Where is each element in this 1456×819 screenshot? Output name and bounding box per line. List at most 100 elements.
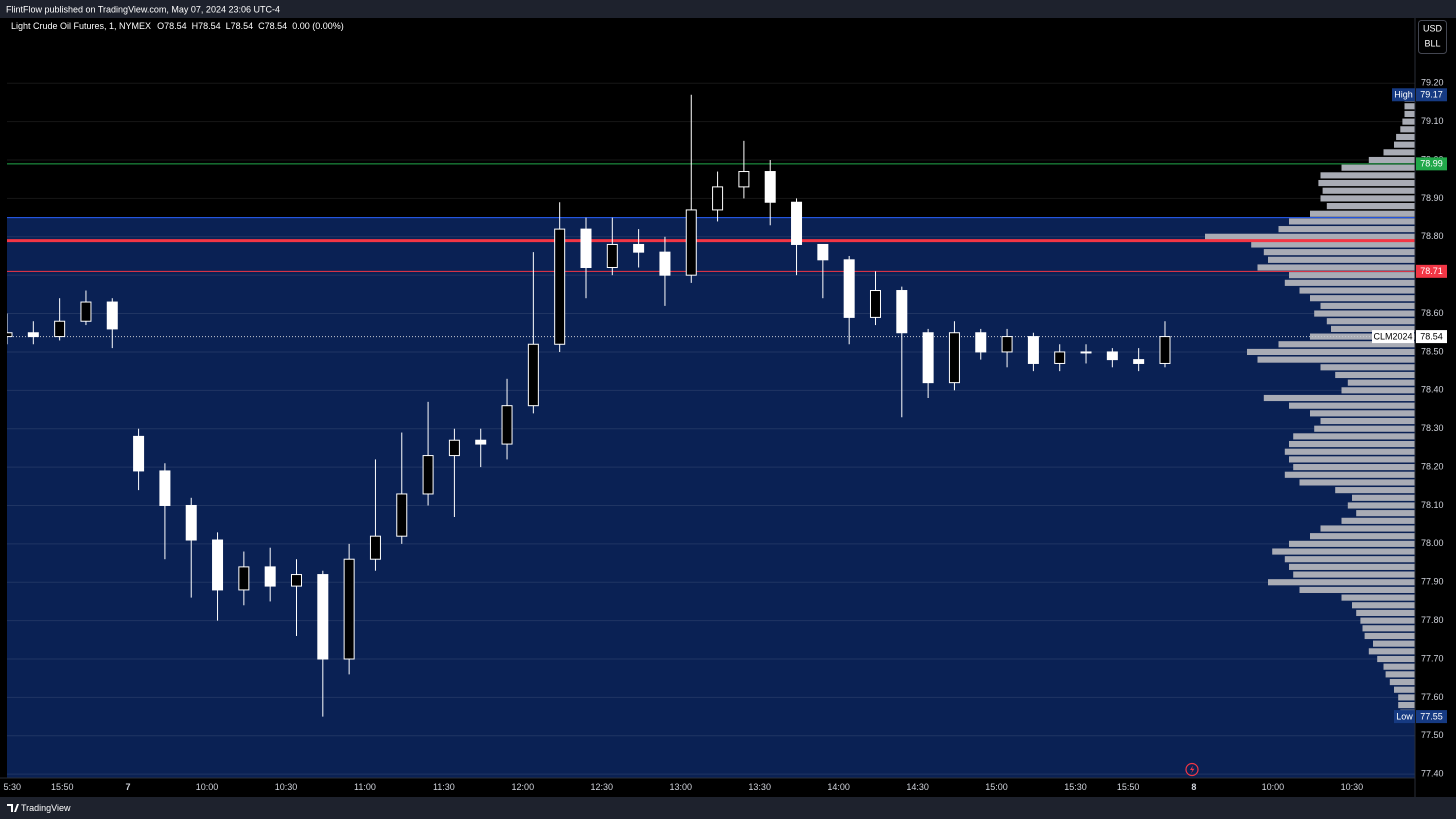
volume-profile-bar [1293,433,1415,440]
legend-open: O78.54 [157,21,187,31]
y-tick-label: 77.80 [1421,615,1444,625]
candle-body [975,332,987,353]
events-icon[interactable] [1185,762,1199,777]
volume-profile-bar [1341,164,1415,171]
volume-profile-bar [1278,341,1415,348]
volume-profile-bar [1320,417,1415,425]
x-tick-label: 10:00 [196,782,219,792]
candle-body [659,251,671,276]
volume-profile-bar [1389,678,1415,686]
volume-profile-bar [1268,579,1415,586]
candle-body [7,332,13,338]
volume-profile-bar [1310,533,1415,540]
volume-profile-bar [1385,671,1415,678]
volume-profile-bar [1289,563,1415,570]
x-tick-label: 10:30 [275,782,298,792]
candle-body [896,290,908,334]
x-tick-label: 7 [126,782,131,792]
volume-profile-bar [1347,502,1415,509]
level-label: 78.99 [1420,159,1443,169]
y-tick-label: 78.90 [1421,193,1444,203]
volume-profile-bar [1356,609,1415,617]
x-tick-label: 5:30 [3,782,21,792]
x-tick-label: 12:30 [591,782,614,792]
legend-title: Light Crude Oil Futures, 1, NYMEX [11,21,151,31]
y-tick-label: 78.30 [1421,423,1444,433]
level-label-bg [1416,264,1447,278]
y-tick-label: 78.80 [1421,231,1444,241]
candle-body [922,332,934,384]
candle-body [422,455,434,495]
publisher-line: FlintFlow published on TradingView.com, … [6,4,280,14]
candle-body [817,243,829,261]
volume-profile-bar [1320,364,1415,371]
volume-profile-bar [1341,387,1415,394]
high-tag: High [1394,90,1413,100]
x-tick-label: 8 [1191,782,1196,792]
high-tag-bg [1392,88,1415,102]
volume-profile-bar [1293,464,1415,471]
event-bolt [1190,765,1195,774]
y-tick-label: 78.00 [1421,538,1444,548]
x-tick-label: 15:50 [51,782,74,792]
volume-profile-bar [1289,272,1415,279]
candle-body [1054,351,1066,364]
candle-body [633,243,645,253]
unit: BLL [1424,38,1440,48]
candle-body [1159,336,1171,364]
y-tick-label: 78.50 [1421,346,1444,356]
candle-body [791,201,803,245]
x-tick-label: 12:00 [512,782,535,792]
volume-profile-bar [1289,540,1415,547]
volume-profile-bar [1360,617,1415,624]
brand-logo [7,804,19,812]
candle-body [238,566,250,591]
volume-profile-bar [1341,594,1415,601]
candle-body [738,171,750,188]
y-tick-label: 79.20 [1421,78,1444,88]
volume-profile-bar [1257,356,1415,363]
volume-profile-bar [1394,686,1415,693]
volume-profile-bar [1400,126,1415,133]
volume-profile-bar [1373,640,1415,647]
x-tick-label: 13:00 [669,782,692,792]
candle-body [343,558,355,660]
currency-box[interactable] [1418,20,1447,54]
volume-profile-bar [1284,448,1415,455]
y-tick-label: 78.40 [1421,385,1444,395]
volume-profile-bar [1352,602,1415,609]
volume-profile-bar [1299,586,1415,593]
volume-profile-bar [1404,110,1415,118]
volume-profile-bar [1362,625,1415,632]
candle-body [1133,359,1145,364]
volume-profile-bar [1272,548,1415,555]
volume-profile-bar [1352,494,1415,501]
low-value: 77.55 [1420,711,1443,721]
y-tick-label: 77.90 [1421,577,1444,587]
volume-profile-bar [1314,425,1415,432]
candle-body [527,343,539,407]
candle-body [185,504,197,541]
volume-profile-bar [1383,663,1415,670]
high-value-bg [1416,88,1447,102]
y-tick-label: 78.20 [1421,461,1444,471]
y-tick-label: 79.10 [1421,116,1444,126]
y-tick-label: 77.70 [1421,653,1444,663]
candle-body [764,171,776,203]
legend-change: 0.00 (0.00%) [292,21,344,31]
x-tick-label: 14:00 [827,782,850,792]
candle-body [80,301,92,322]
volume-profile-bar [1320,172,1415,179]
volume-profile-bar [1398,694,1415,701]
volume-profile-bar [1314,310,1415,317]
candle-body [106,301,118,330]
volume-profile-bar [1205,233,1415,240]
volume-profile-bar [1263,394,1415,402]
brand: TradingView [21,803,71,813]
volume-profile-bar [1299,479,1415,486]
candle-body [133,435,145,472]
volume-profile-bar [1284,471,1415,478]
y-tick-label: 77.40 [1421,769,1444,779]
level-label-bg [1416,157,1447,171]
